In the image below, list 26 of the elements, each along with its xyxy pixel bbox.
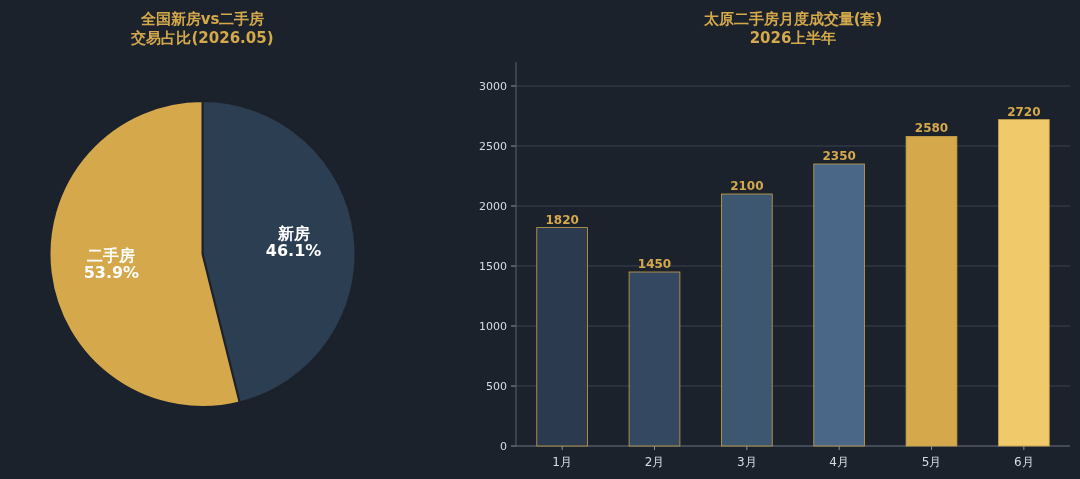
chart-subtitle: 交易占比(2026.05) bbox=[130, 29, 274, 47]
chart-title: 全国新房vs二手房 bbox=[139, 10, 265, 28]
x-tick-label: 2月 bbox=[644, 455, 665, 469]
chart-title: 太原二手房月度成交量(套) bbox=[702, 10, 883, 28]
x-tick-label: 4月 bbox=[829, 455, 849, 469]
data-label: 1450 bbox=[637, 257, 672, 271]
y-tick-label: 0 bbox=[500, 440, 507, 453]
x-tick-label: 1月 bbox=[552, 455, 572, 469]
data-label: 2720 bbox=[1007, 104, 1041, 119]
y-tick-label: 500 bbox=[486, 380, 507, 393]
data-label: 2580 bbox=[914, 121, 949, 136]
x-tick-label: 5月 bbox=[921, 455, 942, 469]
data-label: 53.9% bbox=[83, 263, 140, 283]
y-tick-label: 2000 bbox=[479, 200, 507, 213]
y-tick-label: 3000 bbox=[479, 80, 507, 93]
slice-label: 新房 bbox=[276, 223, 310, 243]
y-tick-label: 2500 bbox=[479, 140, 507, 153]
y-tick-label: 1000 bbox=[479, 320, 507, 333]
data-label: 1820 bbox=[545, 212, 579, 227]
x-tick-label: 3月 bbox=[737, 455, 757, 469]
y-tick-label: 1500 bbox=[479, 260, 507, 273]
data-label: 2100 bbox=[730, 179, 764, 193]
x-tick-label: 6月 bbox=[1014, 455, 1034, 469]
chart-subtitle: 2026上半年 bbox=[749, 29, 837, 47]
slice-label: 二手房 bbox=[87, 246, 136, 266]
data-label: 2350 bbox=[822, 149, 856, 163]
